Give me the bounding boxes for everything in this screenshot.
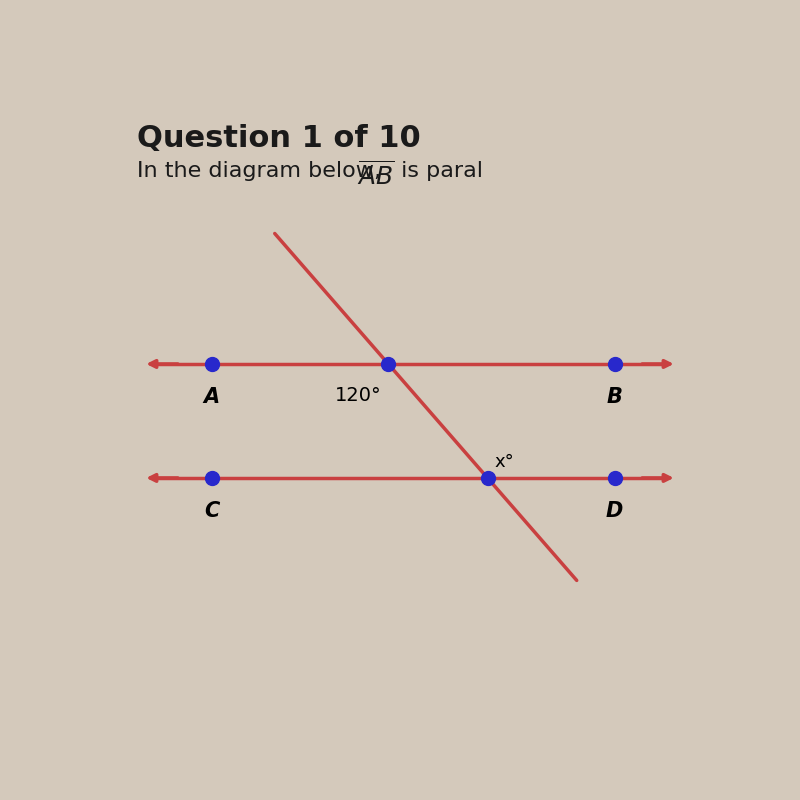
Text: A: A — [203, 387, 220, 407]
Point — [382, 358, 394, 370]
Text: 120°: 120° — [335, 386, 382, 405]
Point — [205, 358, 218, 370]
Text: x°: x° — [495, 453, 514, 470]
Text: C: C — [204, 502, 219, 522]
Text: Question 1 of 10: Question 1 of 10 — [138, 124, 421, 153]
Point — [608, 471, 621, 484]
Text: $\overline{\mathit{AB}}$: $\overline{\mathit{AB}}$ — [358, 161, 395, 190]
Point — [608, 358, 621, 370]
Point — [205, 471, 218, 484]
Point — [481, 471, 494, 484]
Text: D: D — [606, 502, 623, 522]
Text: In the diagram below,: In the diagram below, — [138, 161, 395, 181]
Text: is paral: is paral — [394, 161, 483, 181]
Text: B: B — [606, 387, 622, 407]
